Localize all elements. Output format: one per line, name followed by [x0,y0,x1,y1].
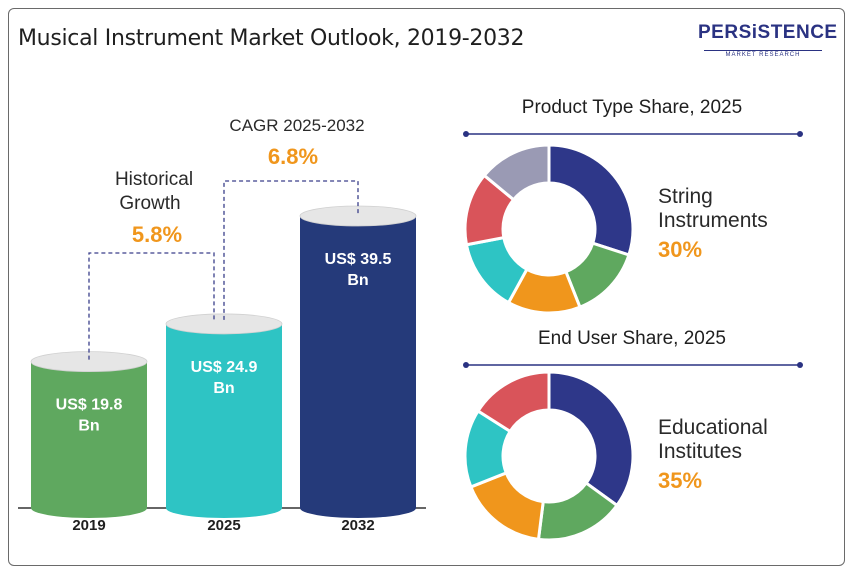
bar-2032 [300,216,416,518]
annotation-value: 6.8% [268,144,318,169]
rule-dot-right [797,131,803,137]
bar-value-label: US$ 19.8 [56,397,123,414]
annotation-label: Historical [115,169,193,190]
annotation-label: CAGR 2025-2032 [229,116,364,135]
bar-2025 [166,323,282,518]
bar-unit-label: Bn [347,272,368,289]
bar-value-label: US$ 39.5 [325,251,392,268]
rule-dot-right [797,362,803,368]
bar-top-2025 [165,313,283,335]
pie-highlight-value: 30% [658,237,702,262]
pie-highlight-label: Educational [658,416,768,439]
bar-unit-label: Bn [213,380,234,397]
logo-divider [704,50,822,51]
x-tick-label: 2019 [72,517,105,534]
pie-slice-5 [476,370,551,434]
pie-slice-6 [482,143,551,202]
pie-title: Product Type Share, 2025 [522,97,742,118]
x-tick-label: 2025 [207,517,240,534]
pie-highlight-label: Institutes [658,440,742,463]
pie-slice-1 [547,370,635,508]
logo-subtitle: MARKET RESEARCH [725,52,801,58]
page-title: Musical Instrument Market Outlook, 2019-… [18,26,525,51]
x-tick-label: 2032 [341,517,374,534]
bar-top-2019 [30,351,148,373]
rule-dot-left [463,362,469,368]
rule-dot-left [463,131,469,137]
pie-highlight-value: 35% [658,468,702,493]
infographic-card [8,8,845,566]
bar-value-label: US$ 24.9 [191,359,258,376]
bar-unit-label: Bn [78,418,99,435]
pie-title: End User Share, 2025 [538,328,726,349]
brand-logo: PERSiSTENCE MARKET RESEARCH [698,22,838,70]
growth-connector-cagr [223,180,359,320]
pie-highlight-label: String [658,185,713,208]
logo-text: PERSiSTENCE [698,22,838,43]
bar-2019 [31,361,147,518]
bar-top-2032 [299,205,417,227]
pie-slice-1 [547,143,635,257]
pie-highlight-label: Instruments [658,209,768,232]
annotation-label: Growth [119,193,180,214]
annotation-value: 5.8% [132,222,182,247]
growth-connector-historical [88,252,215,360]
